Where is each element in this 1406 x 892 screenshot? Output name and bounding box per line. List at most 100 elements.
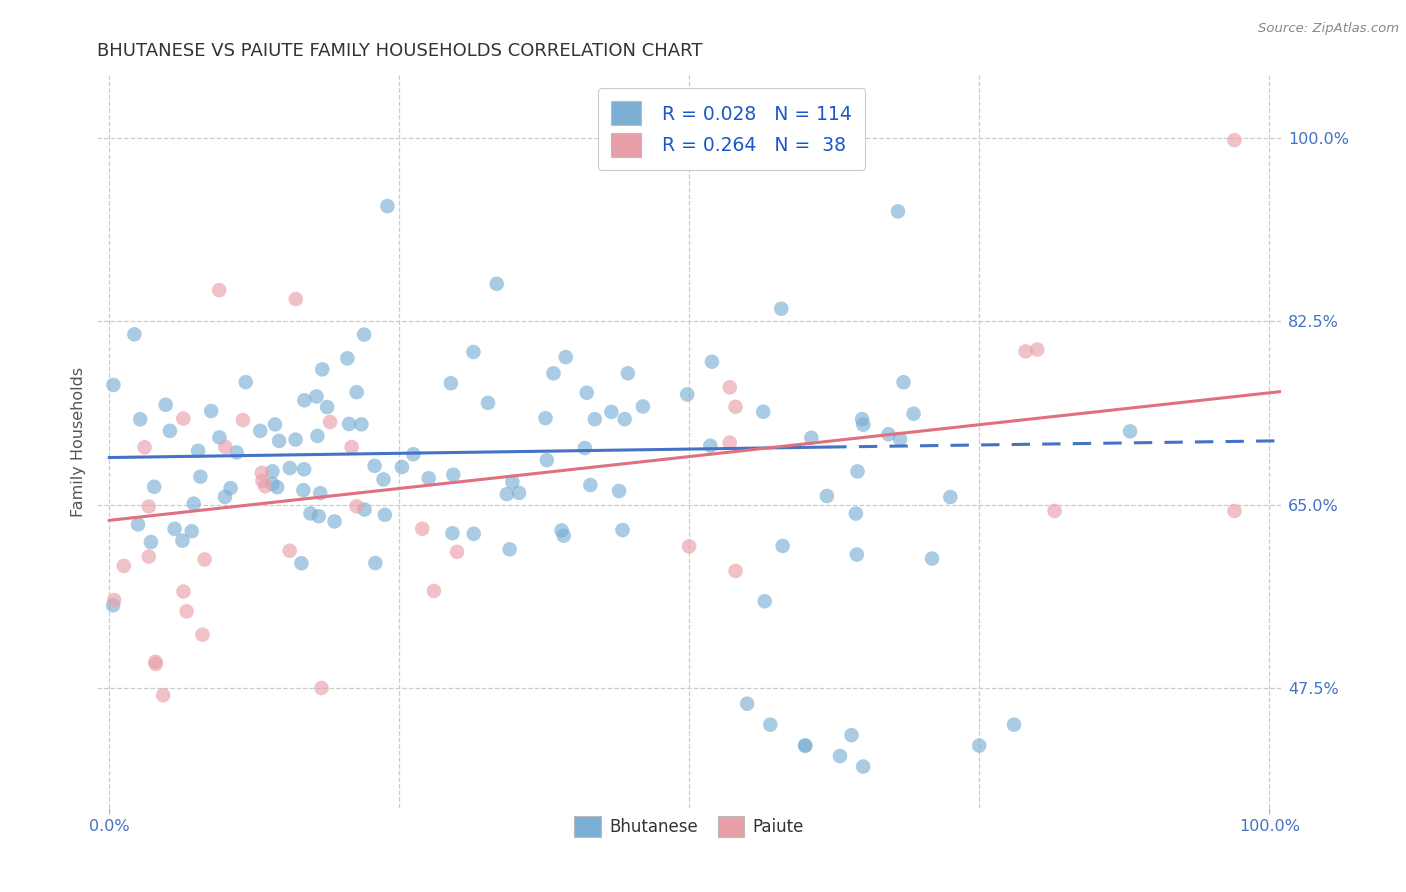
Point <box>1014 344 1036 359</box>
Point <box>402 447 425 461</box>
Point <box>173 584 195 599</box>
Point <box>485 277 508 291</box>
Point <box>534 411 557 425</box>
Point <box>319 415 342 429</box>
Point <box>225 445 247 459</box>
Point <box>550 524 572 538</box>
Point <box>678 540 700 554</box>
Point <box>893 376 915 390</box>
Point <box>152 689 174 703</box>
Point <box>145 655 167 669</box>
Point <box>446 545 468 559</box>
Point <box>770 301 793 316</box>
Point <box>613 412 636 426</box>
Point <box>921 551 943 566</box>
Point <box>575 385 598 400</box>
Point <box>337 417 360 431</box>
Point <box>214 490 236 504</box>
Point <box>163 522 186 536</box>
Point <box>363 458 385 473</box>
Point <box>374 508 396 522</box>
Point <box>477 396 499 410</box>
Point <box>418 471 440 485</box>
Point <box>139 535 162 549</box>
Point <box>232 413 254 427</box>
Point <box>134 440 156 454</box>
Point <box>292 393 315 408</box>
Point <box>180 524 202 539</box>
Point <box>284 433 307 447</box>
Point <box>699 439 721 453</box>
Point <box>353 502 375 516</box>
Point <box>1119 425 1142 439</box>
Point <box>967 739 990 753</box>
Point <box>583 412 606 426</box>
Point <box>700 355 723 369</box>
Point <box>939 490 962 504</box>
Point <box>772 539 794 553</box>
Point <box>190 469 212 483</box>
Point <box>815 489 838 503</box>
Point <box>800 431 823 445</box>
Point <box>391 460 413 475</box>
Point <box>612 523 634 537</box>
Point <box>311 362 333 376</box>
Point <box>735 697 758 711</box>
Point <box>373 472 395 486</box>
Text: Source: ZipAtlas.com: Source: ZipAtlas.com <box>1258 22 1399 36</box>
Point <box>423 584 446 599</box>
Text: BHUTANESE VS PAIUTE FAMILY HOUSEHOLDS CORRELATION CHART: BHUTANESE VS PAIUTE FAMILY HOUSEHOLDS CO… <box>97 42 703 60</box>
Point <box>250 466 273 480</box>
Point <box>254 479 277 493</box>
Point <box>554 350 576 364</box>
Point <box>759 717 782 731</box>
Legend: Bhutanese, Paiute: Bhutanese, Paiute <box>568 809 811 844</box>
Point <box>155 398 177 412</box>
Point <box>877 427 900 442</box>
Point <box>159 424 181 438</box>
Point <box>508 486 530 500</box>
Point <box>172 411 194 425</box>
Point <box>440 376 463 391</box>
Point <box>176 604 198 618</box>
Point <box>841 728 863 742</box>
Point <box>501 475 523 489</box>
Point <box>903 407 925 421</box>
Point <box>290 556 312 570</box>
Point <box>278 543 301 558</box>
Point <box>101 599 124 613</box>
Point <box>752 405 775 419</box>
Point <box>172 533 194 548</box>
Point <box>377 199 399 213</box>
Point <box>264 417 287 432</box>
Point <box>495 487 517 501</box>
Point <box>214 440 236 454</box>
Point <box>124 327 146 342</box>
Point <box>794 739 817 753</box>
Point <box>411 522 433 536</box>
Point <box>607 483 630 498</box>
Point <box>346 385 368 400</box>
Point <box>617 366 640 380</box>
Point <box>208 283 231 297</box>
Point <box>463 345 485 359</box>
Point <box>574 441 596 455</box>
Point <box>138 500 160 514</box>
Point <box>724 400 747 414</box>
Point <box>536 453 558 467</box>
Point <box>600 405 623 419</box>
Point <box>346 500 368 514</box>
Point <box>292 462 315 476</box>
Point <box>851 412 873 426</box>
Point <box>1026 343 1049 357</box>
Point <box>308 509 330 524</box>
Point <box>579 478 602 492</box>
Point <box>323 515 346 529</box>
Point <box>299 507 322 521</box>
Point <box>718 380 741 394</box>
Point <box>336 351 359 366</box>
Point <box>138 549 160 564</box>
Point <box>235 375 257 389</box>
Point <box>828 749 851 764</box>
Point <box>307 429 329 443</box>
